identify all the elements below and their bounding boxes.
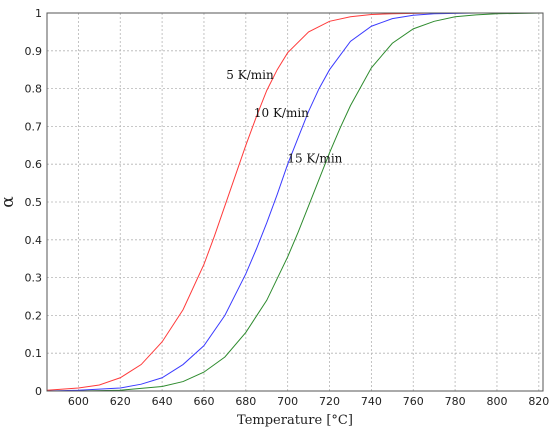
x-tick-label: 600 <box>68 395 89 408</box>
plot-frame <box>46 12 544 392</box>
x-tick-label: 800 <box>486 395 507 408</box>
y-tick-label: 0.1 <box>25 347 43 360</box>
y-tick-label: 0.2 <box>25 309 43 322</box>
series-line-5-k-min <box>46 12 456 391</box>
x-tick-label: 720 <box>319 395 340 408</box>
y-tick-label: 0.7 <box>25 120 43 133</box>
y-tick-label: 0.8 <box>25 83 43 96</box>
y-axis-title: α <box>0 196 18 208</box>
y-axis-ticks: 0 0.1 0.2 0.3 0.4 0.5 0.6 0.7 0.8 0.9 1 <box>25 7 43 398</box>
grid <box>47 13 543 391</box>
y-tick-label: 1 <box>35 7 42 20</box>
y-tick-label: 0.5 <box>25 196 43 209</box>
series-line-15-k-min <box>47 12 544 392</box>
series-annotation: 5 K/min <box>226 68 274 82</box>
x-tick-label: 700 <box>277 395 298 408</box>
x-tick-label: 780 <box>445 395 466 408</box>
series-annotation: 10 K/min <box>254 106 309 120</box>
x-tick-label: 640 <box>152 395 173 408</box>
y-tick-label: 0.9 <box>25 45 43 58</box>
y-tick-label: 0.3 <box>25 272 43 285</box>
x-axis-ticks: 600 620 640 660 680 700 720 740 760 780 800 820 <box>68 395 549 408</box>
annotations: 5 K/min 10 K/min 15 K/min <box>226 68 342 165</box>
x-tick-label: 740 <box>361 395 382 408</box>
x-tick-label: 680 <box>235 395 256 408</box>
x-tick-label: 620 <box>110 395 131 408</box>
y-tick-label: 0 <box>35 385 42 398</box>
x-tick-label: 760 <box>403 395 424 408</box>
y-tick-label: 0.6 <box>25 158 43 171</box>
y-tick-label: 0.4 <box>25 234 43 247</box>
series-line-10-k-min <box>46 12 477 392</box>
x-axis-title: Temperature [°C] <box>237 413 353 428</box>
series-annotation: 15 K/min <box>287 151 342 165</box>
x-tick-label: 660 <box>193 395 214 408</box>
series-layer <box>46 12 544 392</box>
x-tick-label: 820 <box>528 395 549 408</box>
